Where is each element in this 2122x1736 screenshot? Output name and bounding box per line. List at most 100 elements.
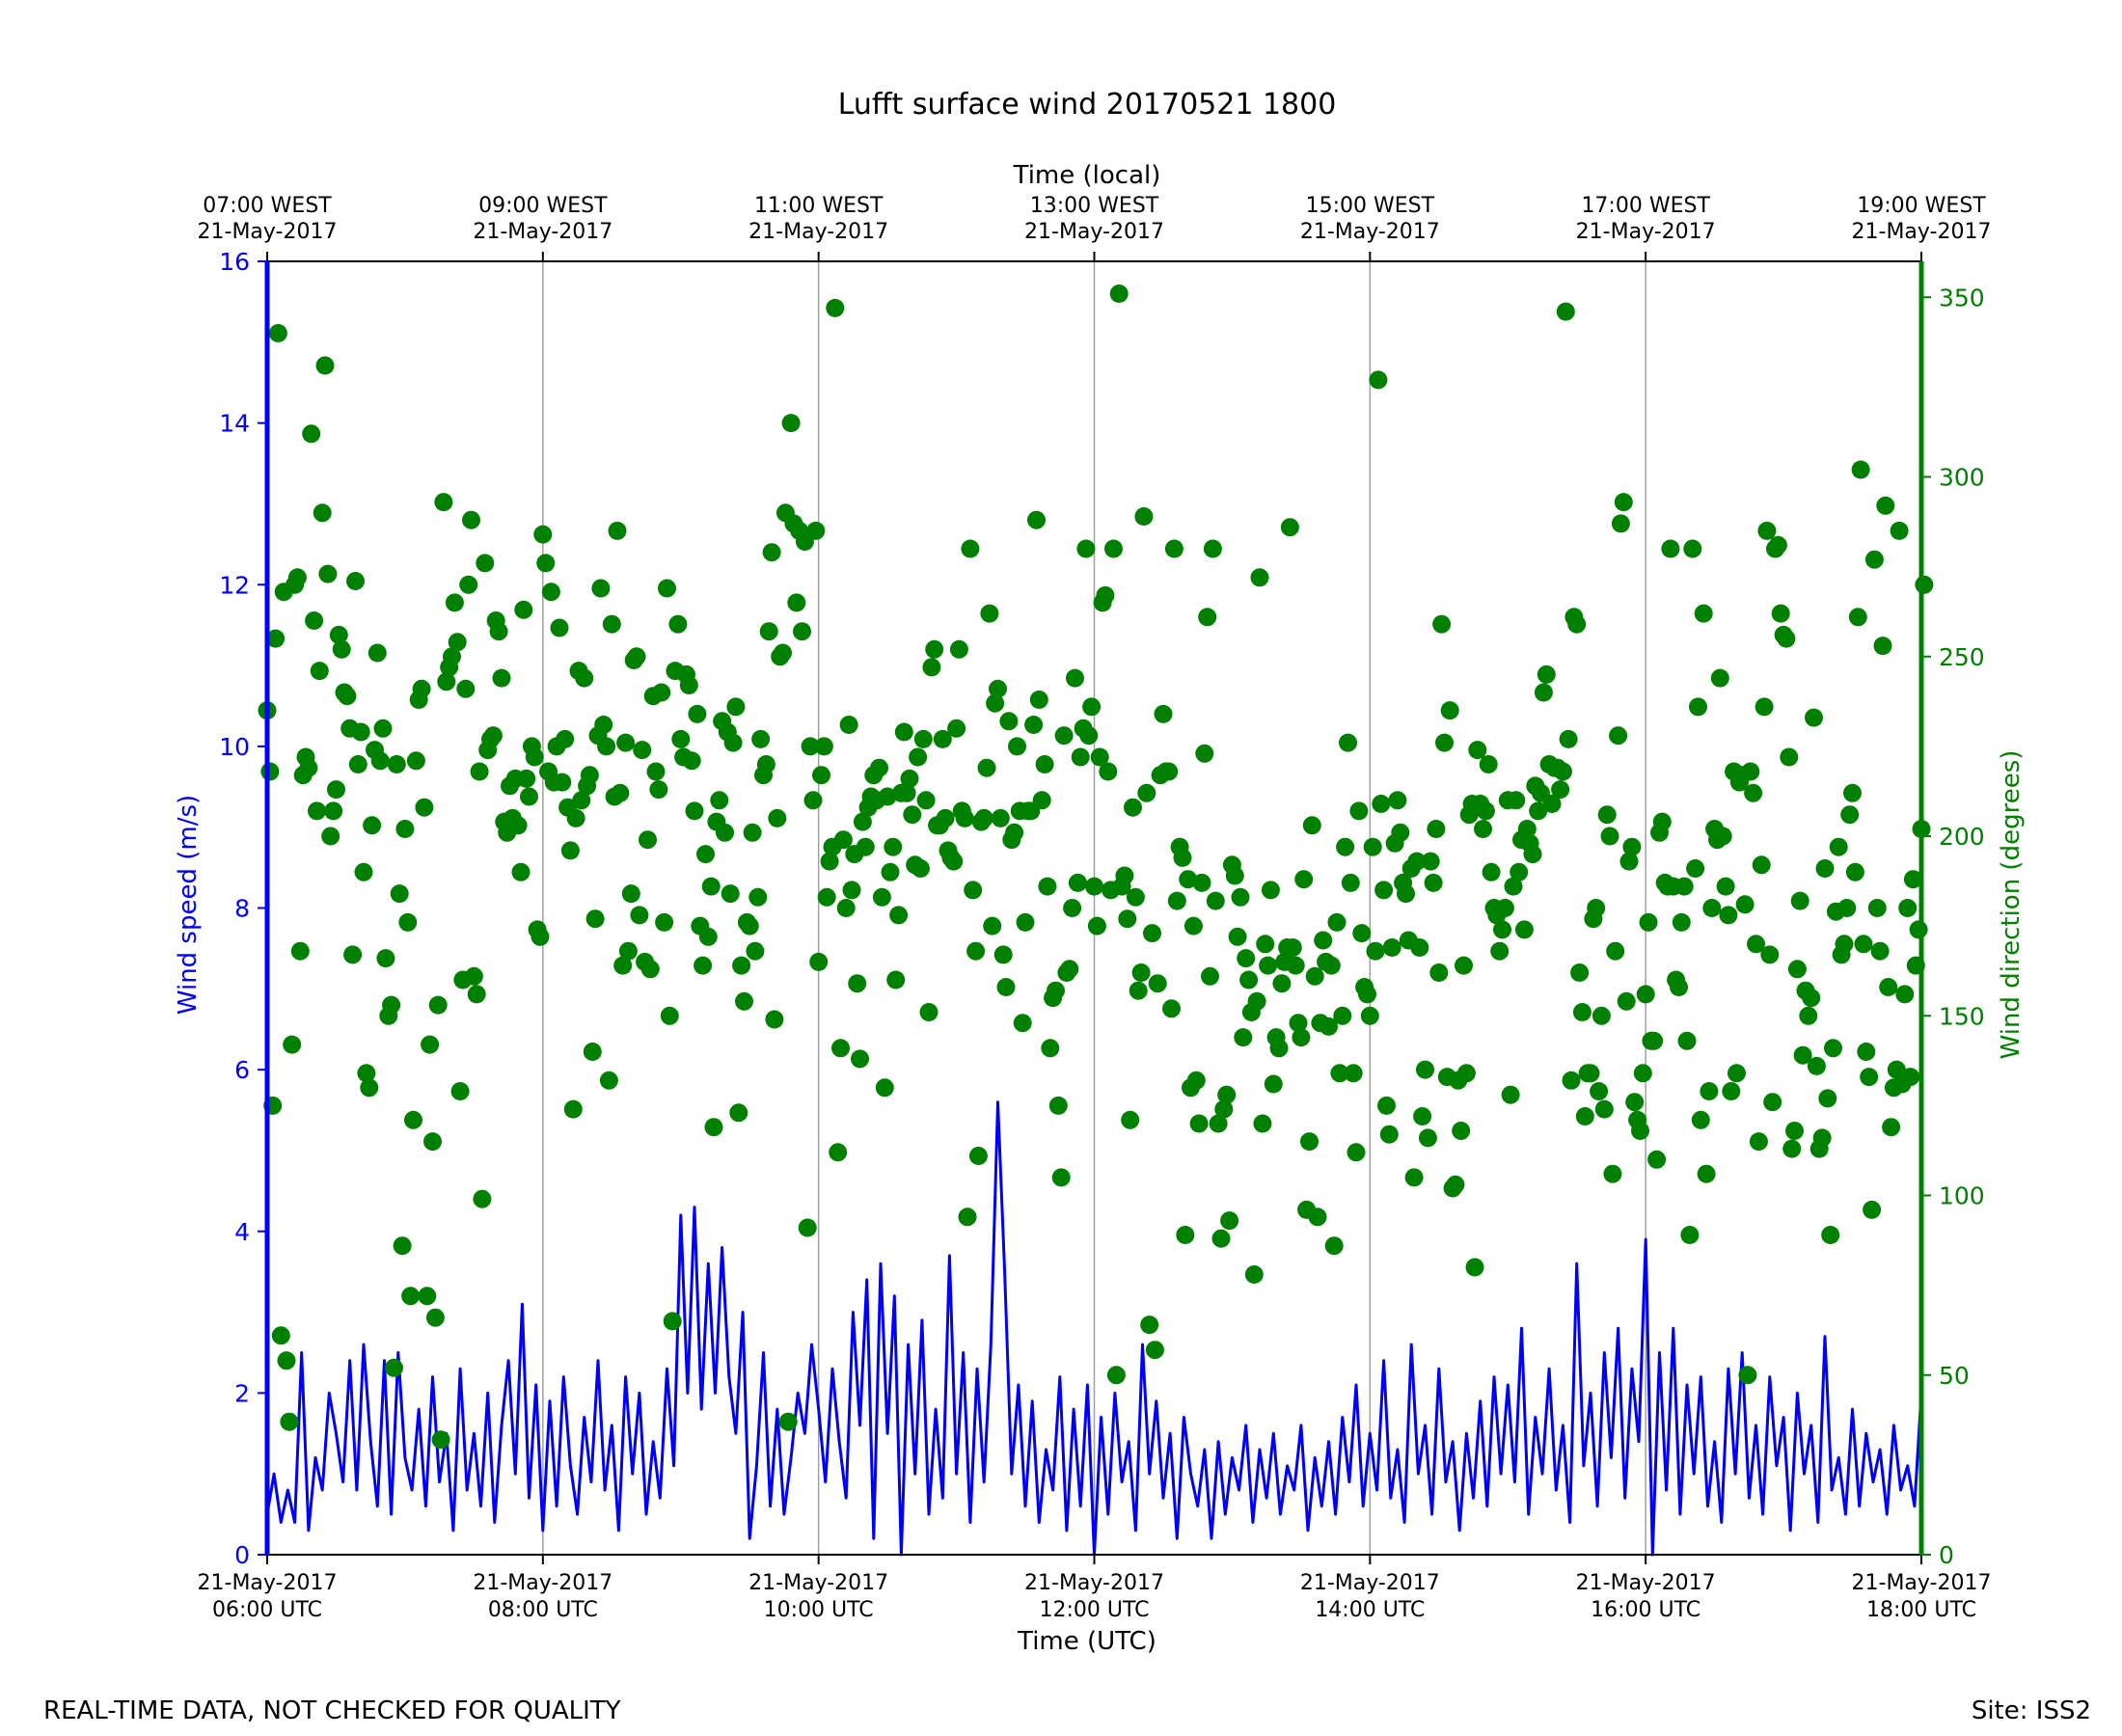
wind-direction-point (1840, 805, 1860, 825)
wind-direction-point (949, 639, 968, 659)
wind-direction-point (694, 956, 713, 975)
wind-direction-point (781, 414, 801, 433)
wind-direction-point (1397, 884, 1415, 904)
wind-direction-point (1476, 801, 1495, 821)
wind-direction-point (575, 668, 594, 688)
wind-direction-point (1790, 891, 1809, 910)
wind-direction-point (467, 985, 486, 1004)
wind-direction-point (450, 1082, 470, 1100)
wind-direction-point (968, 1147, 988, 1165)
wind-direction-point (1455, 956, 1473, 975)
wind-direction-point (640, 960, 660, 979)
data-marks (258, 285, 1934, 1557)
wind-direction-point (367, 643, 387, 663)
wind-direction-point (525, 747, 544, 767)
wind-direction-point (974, 808, 993, 827)
wind-direction-point (1625, 1093, 1645, 1112)
wind-direction-point (1645, 1031, 1664, 1050)
wind-direction-point (1035, 755, 1054, 773)
wind-direction-point (1551, 780, 1570, 800)
wind-direction-point (909, 747, 928, 767)
wind-direction-point (443, 647, 461, 666)
wind-direction-point (743, 823, 762, 842)
wind-direction-point (748, 887, 768, 907)
wind-direction-point (668, 614, 688, 634)
wind-direction-point (437, 672, 456, 692)
wind-direction-point (266, 629, 286, 648)
wind-direction-point (897, 783, 916, 802)
y-tick-label: 4 (234, 1218, 250, 1246)
wind-direction-point (1253, 1114, 1272, 1133)
wind-direction-point (318, 564, 338, 583)
wind-direction-point (966, 941, 986, 961)
wind-direction-point (1752, 855, 1771, 875)
wind-direction-point (1413, 1107, 1432, 1126)
footer-disclaimer: REAL-TIME DATA, NOT CHECKED FOR QUALITY (43, 1696, 621, 1725)
wind-direction-point (425, 1308, 445, 1327)
wind-direction-point (803, 791, 823, 810)
y-tick-label: 0 (234, 1541, 250, 1569)
wind-direction-point (704, 1118, 723, 1137)
wind-direction-point (572, 791, 591, 810)
wind-direction-point (1507, 791, 1526, 810)
wind-direction-point (1115, 866, 1134, 885)
wind-direction-point (1597, 805, 1617, 825)
wind-direction-point (886, 970, 906, 990)
wind-direction-point (376, 949, 395, 968)
wind-direction-point (1501, 1085, 1520, 1104)
wind-direction-point (431, 1430, 450, 1450)
wind-direction-point (1418, 1128, 1437, 1148)
wind-direction-point (1407, 852, 1427, 871)
x-tick-label: 21-May-2017 (1576, 1571, 1716, 1595)
wind-direction-point (1424, 873, 1443, 892)
wind-direction-point (649, 780, 668, 800)
top-tick-label: 19:00 WEST (1857, 194, 1986, 218)
wind-direction-point (1148, 974, 1167, 993)
wind-direction-point (1220, 1211, 1239, 1231)
wind-direction-point (1294, 870, 1314, 889)
wind-direction-point (1305, 966, 1324, 986)
wind-direction-point (1099, 762, 1118, 781)
wind-direction-point (812, 766, 830, 785)
wind-direction-point (696, 845, 715, 864)
wind-direction-point (1087, 916, 1106, 936)
wind-direction-point (1710, 668, 1729, 688)
wind-direction-point (729, 1103, 748, 1123)
y-tick-label: 2 (234, 1379, 250, 1407)
wind-direction-point (351, 722, 370, 742)
wind-direction-point (415, 798, 434, 817)
wind-direction-point (660, 1006, 679, 1025)
wind-direction-point (1619, 852, 1639, 871)
wind-direction-point (511, 862, 530, 882)
wind-direction-point (1071, 747, 1090, 767)
wind-direction-point (856, 837, 875, 856)
wind-direction-point (1239, 970, 1259, 990)
wind-direction-point (1256, 935, 1275, 954)
wind-direction-point (1391, 823, 1410, 842)
wind-direction-point (1427, 820, 1446, 838)
wind-direction-point (817, 887, 836, 907)
wind-direction-point (1683, 539, 1702, 558)
wind-direction-point (315, 356, 335, 375)
wind-direction-point (536, 554, 556, 573)
wind-direction-point (993, 945, 1013, 964)
wind-direction-point (541, 583, 560, 602)
wind-direction-point (401, 1287, 421, 1306)
top-tick-label: 21-May-2017 (1852, 220, 1992, 244)
wind-direction-point (1882, 1118, 1901, 1137)
wind-direction-point (986, 693, 1005, 713)
wind-direction-point (1805, 708, 1823, 727)
wind-direction-point (1700, 1082, 1719, 1100)
wind-direction-point (370, 751, 390, 771)
wind-direction-point (530, 927, 550, 946)
wind-direction-point (831, 1039, 850, 1058)
wind-direction-point (1622, 837, 1642, 856)
wind-direction-point (1244, 1265, 1264, 1284)
wind-direction-point (412, 679, 431, 698)
wind-direction-point (1280, 518, 1299, 537)
wind-direction-point (809, 952, 829, 971)
wind-direction-point (1079, 726, 1099, 746)
wind-direction-point (1890, 521, 1909, 540)
wind-direction-point (1821, 1226, 1840, 1244)
y2-tick-label: 300 (1939, 464, 1985, 492)
